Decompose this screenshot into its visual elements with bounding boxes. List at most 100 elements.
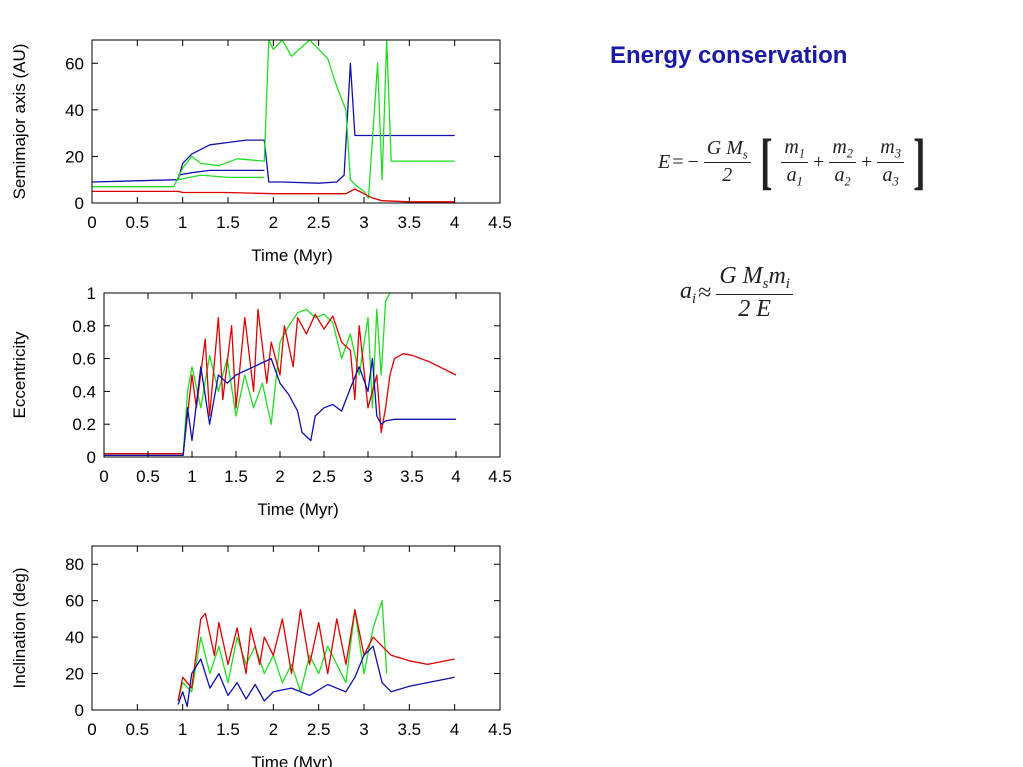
x-tick-label: 1.5 [224,467,248,486]
x-tick-label: 3.5 [400,467,424,486]
x-tick-label: 1.5 [216,720,240,739]
eq1-coef-num-sub: s [742,147,748,162]
y-tick-label: 0.2 [72,415,96,434]
x-axis-title: Time (Myr) [251,753,333,767]
eq1-term-1-den: a [786,163,797,186]
x-tick-label: 0 [87,720,96,739]
x-tick-label: 3.5 [398,213,422,232]
series-line-red-2 [177,609,455,702]
x-tick-label: 4.5 [488,720,512,739]
eq1-term-3-den: a [882,163,893,186]
eq1-term-1-den-sub: 1 [796,173,803,188]
series-group-1 [92,40,455,203]
x-tick-label: 4 [451,467,460,486]
y-axis-title: Eccentricity [10,331,29,418]
semimajor-axis-equation: ai ≈ G Msmi 2 E [680,258,796,328]
plot-frame [91,545,501,711]
y-tick-label: 0.6 [72,350,96,369]
y-tick-label: 1 [87,284,96,303]
eq2-lhs: ai [680,277,697,308]
y-tick-label: 0.8 [72,317,96,336]
series-group-3 [177,600,455,708]
plot-frame [103,292,501,458]
eq2-num-sub: s [762,275,769,292]
x-axis-title: Time (Myr) [251,246,333,265]
y-axis-title: Semimajor axis (AU) [10,44,29,200]
x-tick-label: 1 [187,467,196,486]
eq1-term-1: m1 a1 [781,135,809,188]
y-axis-title: Inclination (deg) [10,568,29,689]
x-tick-label: 1 [178,720,187,739]
eq2-num-tail-sub: i [785,275,790,292]
x-tick-label: 3.5 [398,720,422,739]
x-tick-label: 0.5 [126,720,150,739]
eq1-equals: = [672,150,684,173]
eq1-plus-1: + [813,150,825,173]
chart-panel-3: 0 0.5 1 1.5 2 2.5 3 3.5 4 4.5 0 20 40 60 80 Time (Myr) I… [10,545,512,767]
chart-panel-2: 0 0.5 1 1.5 2 2.5 3 3.5 4 4.5 0 0.2 0.4 0.6 0.8 1 Time (… [10,284,512,519]
eq1-term-2-den: a [834,163,845,186]
eq1-coef-den: 2 [722,164,733,187]
eq2-den: 2 E [738,295,771,322]
eq1-left-bracket: [ [759,128,773,196]
eq1-term-2-num: m [832,135,847,158]
x-tick-label: 2.5 [307,213,331,232]
y-tick-label: 0 [75,701,84,720]
energy-conservation-heading: Energy conservation [610,42,848,69]
x-tick-label: 0.5 [126,213,150,232]
eq1-term-2: m2 a2 [829,136,856,188]
x-tick-label: 0.5 [136,467,160,486]
plot-frame [91,39,501,204]
eq2-lhs-sub: i [692,291,697,308]
eq1-term-3-num: m [880,135,895,158]
y-tick-label: 0.4 [72,382,96,401]
x-tick-label: 4 [450,213,459,232]
x-tick-label: 4.5 [488,467,512,486]
series-line-red-2 [104,308,457,455]
y-tick-label: 40 [65,628,84,647]
eq1-term-2-num-sub: 2 [846,146,853,161]
x-tick-label: 4.5 [488,213,512,232]
x-tick-label: 2 [275,467,284,486]
x-tick-label: 2 [269,213,278,232]
series-line-blue-2 [177,169,265,176]
eq1-term-1-num: m [784,135,799,158]
x-axis-title: Time (Myr) [257,500,339,519]
y-tick-label: 0 [75,194,84,213]
y-tick-label: 40 [65,101,84,120]
x-tick-label: 3 [363,467,372,486]
x-tick-label: 1 [178,213,187,232]
eq2-approx: ≈ [698,279,712,306]
series-line-blue-3 [177,645,455,708]
y-tick-label: 60 [65,54,84,73]
eq1-right-bracket: ] [913,128,926,196]
x-tick-label: 3 [359,720,368,739]
x-tick-label: 2.5 [312,467,336,486]
x-tick-label: 4 [450,720,459,739]
y-tick-label: 20 [65,665,84,684]
y-tick-label: 80 [65,555,84,574]
eq2-num-tail: m [768,262,786,289]
eq1-term-3-den-sub: 3 [892,173,899,188]
y-tick-label: 60 [65,592,84,611]
x-tick-label: 2.5 [307,720,331,739]
series-group-2 [104,293,457,457]
y-tick-label: 20 [65,147,84,166]
x-tick-label: 0 [87,213,96,232]
eq1-lhs: E [658,150,671,173]
x-tick-label: 3 [359,213,368,232]
x-tick-label: 1.5 [216,213,240,232]
eq2-fraction: G Msmi 2 E [716,263,793,324]
series-line-green-1 [104,293,391,455]
eq1-plus-2: + [860,150,873,173]
eq2-num: G M [719,262,763,289]
eq1-coefficient-fraction: G Ms 2 [703,136,751,188]
energy-equation: E = − G Ms 2 [ m1 a1 + m2 a2 + m3 a3 ] [658,126,932,198]
eq1-coef-num: G M [706,136,743,159]
series-line-red-5 [92,188,455,203]
eq1-term-1-num-sub: 1 [798,146,806,161]
series-line-blue-3 [104,357,456,457]
series-line-green-3 [92,40,455,199]
x-tick-label: 0 [99,467,108,486]
